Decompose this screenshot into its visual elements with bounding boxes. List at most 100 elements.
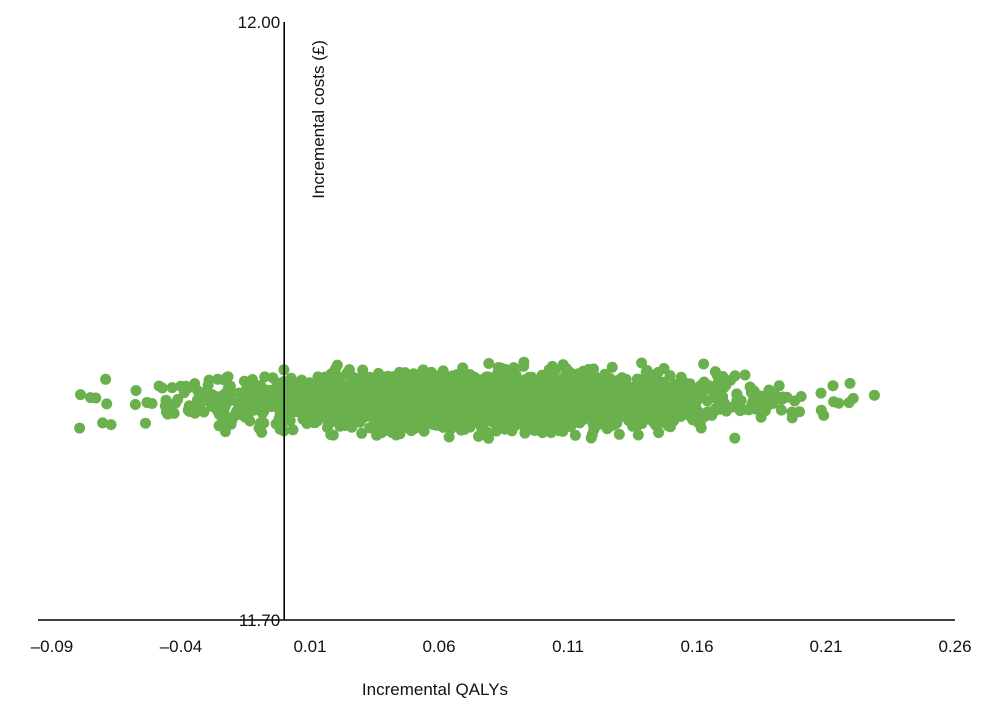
scatter-point: [744, 381, 756, 393]
scatter-point: [393, 366, 405, 378]
scatter-point: [281, 376, 293, 388]
scatter-point: [492, 375, 504, 387]
scatter-point: [156, 382, 168, 394]
scatter-point: [640, 366, 652, 378]
scatter-point: [97, 417, 109, 429]
scatter-point: [766, 392, 778, 404]
scatter-point: [543, 386, 554, 398]
x-tick-label: 0.06: [422, 637, 455, 656]
scatter-point: [141, 397, 153, 408]
scatter-point: [773, 380, 785, 392]
scatter-point: [566, 418, 578, 430]
scatter-point: [218, 408, 230, 420]
y-axis-title: Incremental costs (£): [309, 40, 328, 199]
scatter-point: [274, 423, 286, 435]
scatter-point: [675, 371, 687, 383]
scatter-point: [739, 369, 751, 381]
scatter-point: [632, 429, 644, 441]
scatter-point: [664, 421, 676, 433]
scatter-point: [341, 385, 353, 397]
scatter-point: [786, 412, 798, 424]
scatter-point: [606, 361, 618, 373]
scatter-point: [473, 430, 484, 442]
scatter-point: [668, 400, 680, 412]
scatter-point: [258, 417, 270, 429]
scatter-point: [162, 408, 174, 420]
scatter-point: [513, 412, 525, 423]
scatter-point: [818, 409, 830, 421]
scatter-point: [490, 425, 502, 437]
scatter-point: [581, 365, 593, 377]
scatter-point: [248, 404, 260, 416]
scatter-point: [356, 427, 368, 439]
scatter-point: [560, 396, 572, 408]
scatter-point: [351, 401, 363, 413]
scatter-point: [327, 367, 339, 379]
scatter-point: [589, 421, 601, 433]
scatter-point: [382, 390, 394, 402]
scatter-point: [296, 374, 308, 386]
scatter-point: [470, 416, 482, 428]
scatter-point: [613, 428, 625, 440]
scatter-point: [429, 404, 441, 416]
scatter-point: [443, 431, 455, 443]
scatter-point: [437, 418, 449, 430]
scatter-point: [670, 383, 682, 395]
scatter-point: [219, 426, 231, 438]
scatter-point: [395, 392, 407, 404]
scatter-point: [638, 410, 650, 422]
x-axis-title: Incremental QALYs: [362, 680, 508, 699]
scatter-point: [483, 358, 495, 369]
scatter-point: [202, 395, 214, 407]
scatter-point: [321, 422, 333, 433]
scatter-point: [659, 395, 671, 407]
x-tick-label: 0.11: [552, 637, 584, 656]
scatter-point: [439, 388, 451, 400]
scatter-points: [74, 356, 880, 444]
scatter-point: [470, 385, 482, 397]
scatter-point: [526, 414, 538, 426]
scatter-point: [709, 366, 721, 378]
scatter-point: [130, 385, 142, 396]
x-tick-label: 0.21: [809, 637, 842, 656]
scatter-point: [288, 394, 300, 406]
scatter-point: [203, 374, 215, 386]
scatter-point: [651, 374, 663, 386]
scatter-point: [319, 392, 331, 404]
scatter-point: [255, 379, 267, 391]
scatter-point: [612, 410, 624, 422]
scatter-point: [583, 381, 595, 392]
scatter-point: [729, 432, 741, 444]
scatter-point: [844, 377, 856, 389]
scatter-point: [373, 403, 385, 415]
scatter-point: [427, 419, 439, 430]
scatter-point: [694, 418, 706, 429]
scatter-point: [90, 392, 102, 404]
scatter-point: [479, 396, 491, 408]
scatter-point: [428, 369, 439, 381]
scatter-point: [394, 428, 406, 440]
scatter-point: [383, 413, 395, 424]
scatter-point: [297, 413, 309, 425]
scatter-point: [287, 424, 299, 436]
scatter-point: [794, 406, 805, 418]
scatter-point: [501, 381, 513, 393]
scatter-point: [447, 396, 459, 408]
scatter-point: [506, 397, 517, 409]
scatter-point: [634, 374, 646, 386]
x-tick-label: 0.01: [293, 637, 326, 656]
x-tick-label: –0.04: [160, 637, 203, 656]
scatter-point: [653, 427, 665, 439]
scatter-point: [664, 370, 676, 382]
scatter-point: [182, 382, 194, 394]
scatter-point: [868, 389, 880, 401]
scatter-point: [775, 404, 787, 416]
scatter-point: [598, 418, 610, 430]
scatter-point: [640, 381, 652, 393]
scatter-point: [495, 416, 507, 428]
scatter-point: [406, 403, 418, 415]
scatter-point: [636, 357, 648, 369]
scatter-point: [100, 373, 112, 385]
x-tick-label: –0.09: [31, 637, 74, 656]
